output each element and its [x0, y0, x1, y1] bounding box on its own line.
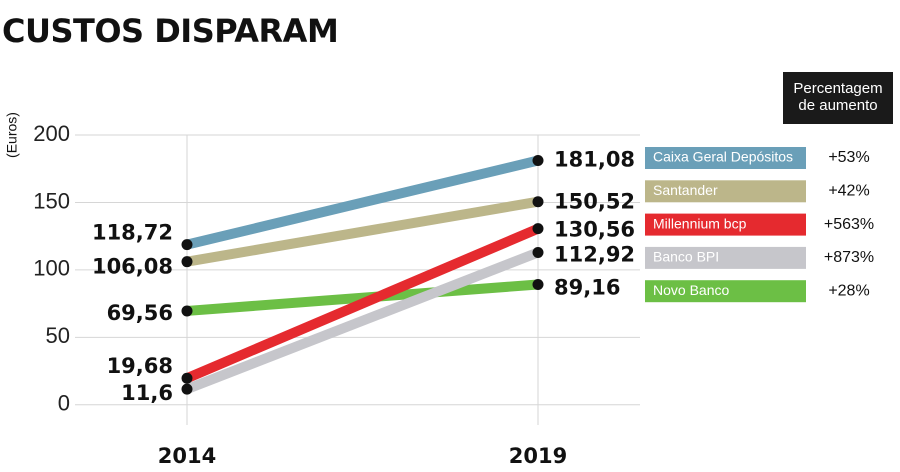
- legend-label: Caixa Geral Depósitos: [653, 149, 793, 165]
- legend-label: Santander: [653, 182, 718, 198]
- legend-swatch: [645, 213, 806, 236]
- legend-increase: +563%: [824, 216, 874, 233]
- legend-title: Percentagem de aumento: [793, 80, 882, 114]
- y-tick-label: 100: [33, 256, 70, 281]
- value-label: 118,72: [92, 221, 173, 245]
- line: [185, 155, 540, 250]
- legend-increase: +28%: [828, 282, 869, 299]
- legend-increase: +873%: [824, 249, 874, 266]
- y-tick-label: 150: [33, 188, 70, 213]
- legend-increase: +42%: [828, 183, 869, 200]
- y-tick-label: 200: [33, 121, 70, 146]
- line: [186, 279, 539, 316]
- value-label: 106,08: [92, 255, 173, 279]
- x-tick-label: 2019: [509, 444, 567, 468]
- point: [181, 256, 193, 268]
- point: [181, 239, 193, 251]
- point: [181, 372, 193, 384]
- value-label: 181,08: [554, 148, 635, 172]
- line: [185, 224, 540, 383]
- value-label: 19,68: [107, 354, 173, 378]
- value-label: 11,6: [121, 381, 173, 405]
- legend-label: Novo Banco: [653, 282, 729, 298]
- point: [181, 305, 193, 317]
- legend-label: Millennium bcp: [653, 215, 747, 231]
- point: [181, 383, 193, 395]
- legend-swatch: [645, 147, 806, 169]
- y-tick-label: 50: [46, 323, 70, 348]
- point: [532, 279, 544, 291]
- value-label: 112,92: [554, 242, 635, 266]
- legend-title-box: [783, 72, 893, 124]
- value-label: 150,52: [554, 190, 635, 214]
- legend-swatch: [645, 246, 806, 269]
- legend-increase: +53%: [828, 149, 869, 166]
- point: [532, 196, 544, 208]
- y-tick-label: 0: [58, 391, 70, 416]
- value-label: 130,56: [554, 218, 635, 242]
- chart-title: CUSTOS DISPARAM: [2, 12, 338, 50]
- legend-swatch: [645, 180, 806, 203]
- point: [532, 155, 544, 167]
- line: [186, 196, 539, 267]
- y-axis-label: (Euros): [4, 112, 20, 158]
- legend-swatch: [645, 280, 806, 303]
- line: [185, 247, 540, 394]
- value-label: 69,56: [107, 301, 173, 325]
- point: [532, 223, 544, 235]
- point: [532, 246, 544, 258]
- x-tick-label: 2014: [158, 444, 216, 468]
- legend-label: Banco BPI: [653, 249, 719, 265]
- value-label: 89,16: [554, 276, 620, 300]
